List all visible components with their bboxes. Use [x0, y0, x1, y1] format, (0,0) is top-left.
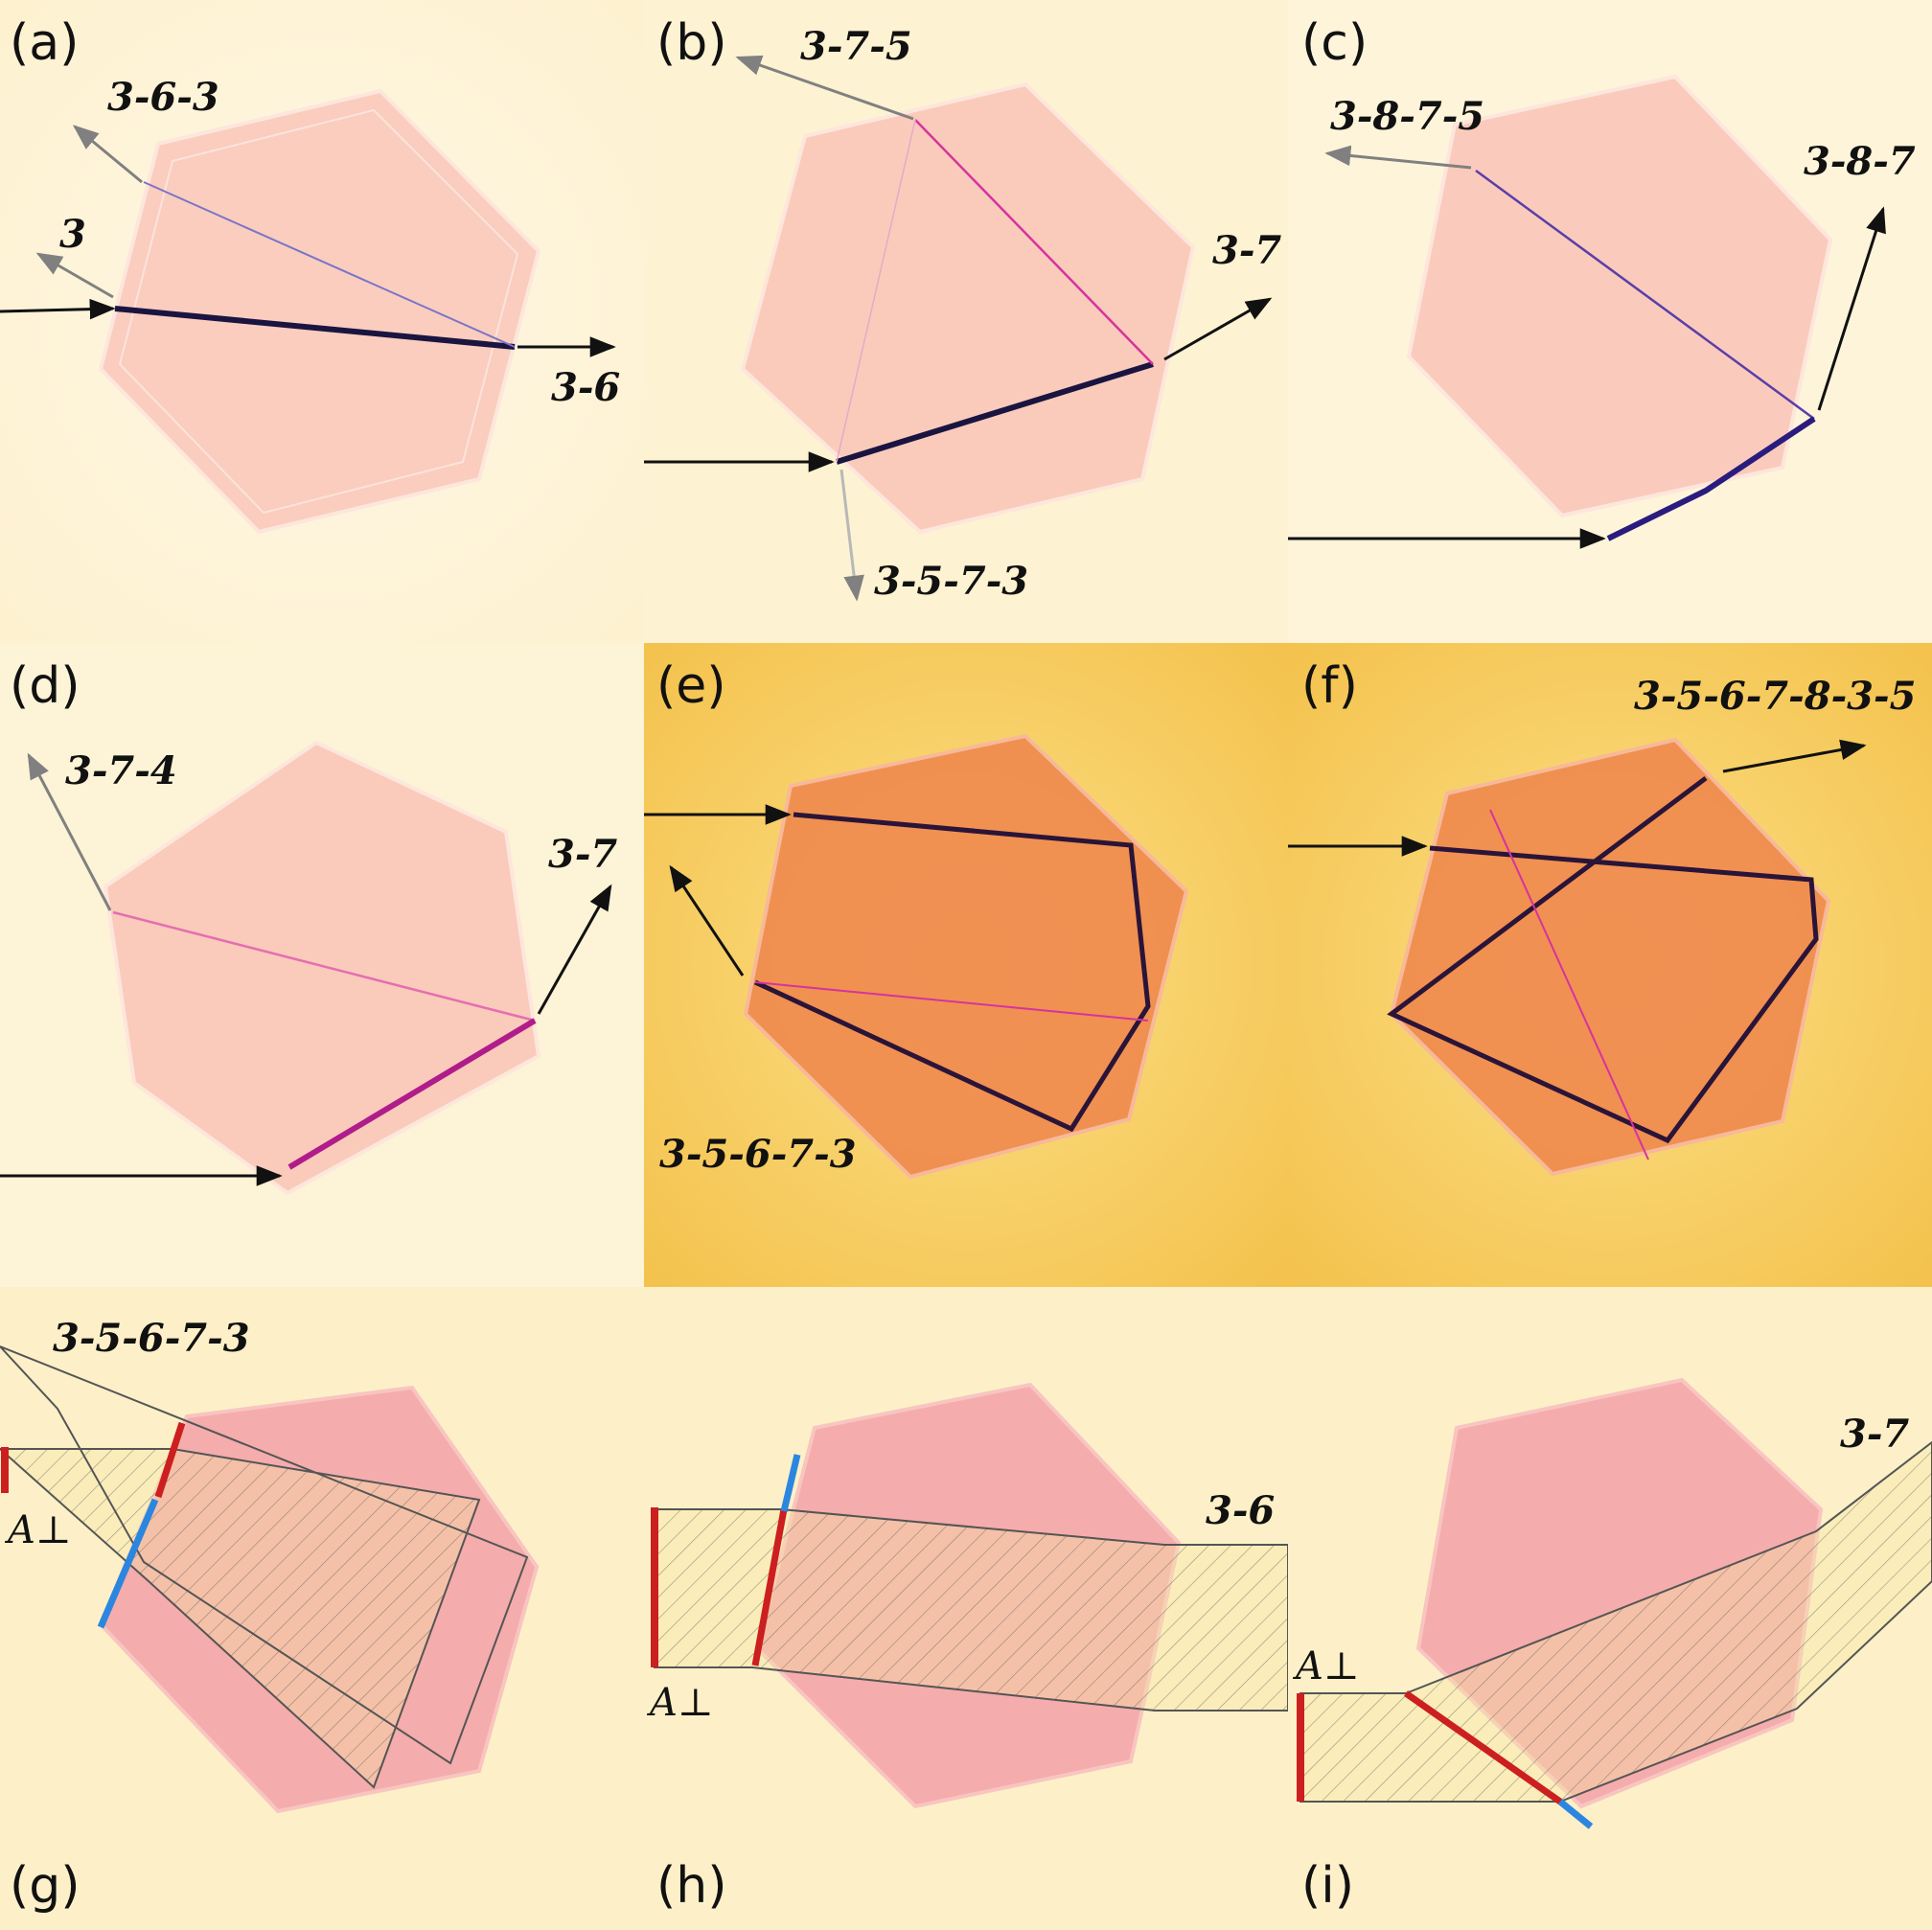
- panel-letter: (g): [10, 1857, 80, 1915]
- area-label: A⊥: [1292, 1644, 1360, 1689]
- path-label: 3-7: [548, 832, 617, 877]
- exit-arrow-3-6-3: [72, 125, 143, 184]
- panel-e: (e) 3-5-6-7-3: [644, 643, 1288, 1287]
- path-label: 3-8-7: [1804, 139, 1916, 184]
- ray-main: [1387, 776, 1819, 1144]
- panel-b: (b) 3-7-5 3-7 3-5-7-3: [644, 0, 1288, 643]
- crystal-hexagon: [740, 81, 1196, 535]
- path-label: 3-5-6-7-3: [659, 1132, 857, 1177]
- path-label: 3-8-7-5: [1330, 94, 1484, 139]
- panel-letter: (h): [656, 1857, 727, 1915]
- area-label: A⊥: [646, 1681, 714, 1725]
- panel-letter: (a): [10, 14, 79, 72]
- projected-marker-red: [154, 1421, 186, 1499]
- panel-letter: (e): [656, 657, 726, 715]
- exit-arrow-3-7-4: [27, 752, 112, 911]
- projected-marker-blue: [780, 1454, 801, 1512]
- exit-arrow-3: [35, 252, 114, 299]
- ray-reflected: [143, 181, 516, 348]
- crystal-hexagon: [98, 88, 541, 535]
- ray-main: [114, 306, 516, 350]
- path-label: 3-6-3: [107, 75, 219, 120]
- panel-d: (d) 3-7-4 3-7: [0, 643, 644, 1287]
- path-label: 3-7-5: [800, 24, 912, 69]
- ray-reflected: [112, 910, 536, 1022]
- beam-outline: [0, 1345, 529, 1765]
- ray-reflected: [1475, 169, 1815, 421]
- panel-letter: (f): [1301, 657, 1358, 715]
- panel-letter: (i): [1301, 1857, 1354, 1915]
- projected-marker-red: [1403, 1690, 1563, 1804]
- panel-letter: (c): [1301, 14, 1368, 72]
- ray-reflected: [914, 119, 1154, 365]
- panel-c: (c) 3-8-7-5 3-8-7: [1288, 0, 1932, 643]
- panel-f: (f) 3-5-6-7-8-3-5: [1288, 643, 1932, 1287]
- area-label: A⊥: [4, 1508, 72, 1552]
- panel-letter: (b): [656, 14, 727, 72]
- path-label: 3: [59, 212, 86, 257]
- ray-main: [753, 812, 1151, 1133]
- crystal-hexagon: [1406, 74, 1833, 518]
- exit-arrow: [1722, 739, 1867, 773]
- exit-arrow-3-7: [1163, 297, 1273, 361]
- ray-faint: [836, 119, 916, 463]
- panel-i: A⊥ (i) 3-7: [1288, 1287, 1932, 1930]
- panel-g: A⊥ (g) 3-5-6-7-3: [0, 1287, 644, 1930]
- path-label: 3-7: [1840, 1412, 1909, 1457]
- path-label: 3-6: [1206, 1488, 1275, 1533]
- projected-marker-red: [751, 1508, 788, 1666]
- incident-arrow: [0, 298, 116, 320]
- ray-internal: [754, 981, 1149, 1022]
- path-label: 3-5-6-7-3: [53, 1316, 250, 1361]
- exit-arrow-3-7: [537, 884, 612, 1015]
- crystal-hexagon: [743, 733, 1189, 1180]
- path-label: 3-7-4: [65, 748, 177, 793]
- panel-a: (a) 3-6-3 3 3-6: [0, 0, 644, 643]
- exit-arrow-3-5-7-3: [840, 469, 864, 602]
- beam-hatched: [1300, 1440, 1932, 1803]
- exit-arrow-3-7-5: [735, 55, 914, 121]
- exit-arrow: [669, 864, 745, 976]
- panel-letter: (d): [10, 657, 80, 715]
- exit-arrow-3-8-7-5: [1324, 145, 1472, 170]
- projected-marker-blue: [1557, 1799, 1594, 1829]
- path-label: 3-6: [551, 365, 620, 410]
- panel-h: A⊥ (h) 3-6: [644, 1287, 1289, 1930]
- crystal-inner-edge: [118, 108, 519, 515]
- path-label: 3-5-6-7-8-3-5: [1634, 674, 1916, 719]
- path-label: 3-5-7-3: [874, 559, 1028, 604]
- ray-main: [288, 1018, 537, 1170]
- ray-main: [836, 361, 1154, 465]
- path-label: 3-7: [1212, 228, 1281, 273]
- ray-internal: [1489, 809, 1649, 1160]
- exit-arrow-3-8-7: [1817, 206, 1886, 411]
- projected-marker-blue: [97, 1498, 159, 1629]
- ray-main: [1606, 416, 1816, 541]
